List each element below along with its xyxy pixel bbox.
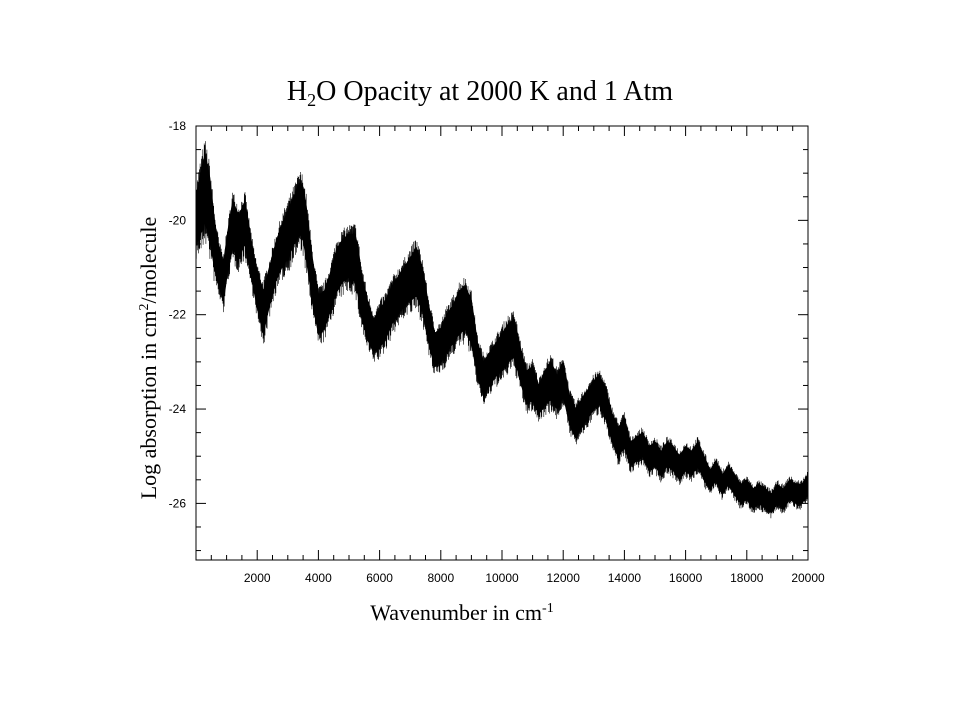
x-axis-label: Wavenumber in cm-1 xyxy=(370,600,553,625)
y-tick-label: -22 xyxy=(169,308,187,322)
y-axis: -18 -20 -22 -24 -26 xyxy=(169,119,187,510)
y-tick-label: -26 xyxy=(169,496,187,510)
spectrum-line xyxy=(195,141,809,519)
x-tick-label: 18000 xyxy=(730,571,764,585)
minor-ticks xyxy=(196,126,808,560)
x-axis: 2000 4000 6000 8000 10000 12000 14000 16000 1800… xyxy=(244,571,825,585)
x-tick-label: 16000 xyxy=(669,571,703,585)
chart-title: H2O Opacity at 2000 K and 1 Atm xyxy=(287,76,673,110)
y-tick-label: -24 xyxy=(169,402,187,416)
x-tick-label: 2000 xyxy=(244,571,271,585)
y-tick-label: -18 xyxy=(169,119,187,133)
x-tick-label: 4000 xyxy=(305,571,332,585)
x-tick-label: 20000 xyxy=(791,571,825,585)
y-tick-label: -20 xyxy=(169,213,187,227)
x-tick-label: 6000 xyxy=(366,571,393,585)
x-tick-label: 14000 xyxy=(608,571,642,585)
plot-area xyxy=(195,141,809,519)
x-tick-label: 10000 xyxy=(485,571,519,585)
y-axis-label: Log absorption in cm2/molecule xyxy=(136,217,161,500)
x-tick-label: 12000 xyxy=(547,571,581,585)
x-tick-label: 8000 xyxy=(427,571,454,585)
